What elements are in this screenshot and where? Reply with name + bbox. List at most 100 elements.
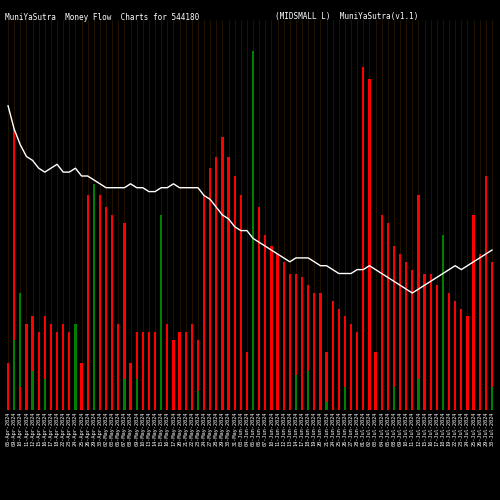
Bar [246,352,248,410]
Bar [466,316,468,410]
Bar [93,379,94,410]
Bar [326,352,328,410]
Bar [222,137,224,410]
Bar [111,215,114,410]
Bar [484,176,487,410]
Bar [436,285,438,410]
Bar [86,196,89,410]
Bar [356,332,358,410]
Bar [282,262,285,410]
Bar [234,176,236,410]
Bar [228,156,230,410]
Bar [277,375,278,410]
Bar [74,324,76,410]
Bar [117,324,119,410]
Bar [375,394,376,410]
Bar [411,270,414,410]
Bar [154,332,156,410]
Bar [467,390,468,410]
Bar [362,379,364,410]
Bar [289,379,290,410]
Bar [80,363,82,410]
Bar [56,386,58,410]
Bar [380,215,383,410]
Bar [185,375,186,410]
Bar [424,386,425,410]
Bar [332,375,334,410]
Bar [20,386,21,410]
Bar [386,223,389,410]
Bar [124,379,125,410]
Bar [473,386,474,410]
Bar [203,196,205,410]
Bar [258,375,260,410]
Bar [307,285,310,410]
Bar [81,394,82,410]
Bar [356,379,358,410]
Bar [418,379,419,410]
Bar [14,340,15,410]
Bar [387,382,388,410]
Bar [44,316,46,410]
Bar [154,379,156,410]
Bar [332,301,334,410]
Bar [399,254,401,410]
Bar [405,262,407,410]
Bar [92,184,95,410]
Bar [118,394,119,410]
Bar [271,371,272,410]
Bar [412,386,413,410]
Bar [264,234,266,410]
Bar [308,371,309,410]
Bar [87,379,88,410]
Bar [369,379,370,410]
Bar [13,129,16,410]
Bar [270,246,272,410]
Bar [258,207,260,410]
Bar [148,379,150,410]
Text: MuniYaSutra  Money Flow  Charts for 544180: MuniYaSutra Money Flow Charts for 544180 [5,12,199,22]
Bar [191,379,192,410]
Bar [314,375,315,410]
Bar [32,316,34,410]
Bar [252,375,254,410]
Bar [381,379,382,410]
Bar [68,332,70,410]
Bar [240,196,242,410]
Text: (MIDSMALL L)  MuniYaSutra(v1.1): (MIDSMALL L) MuniYaSutra(v1.1) [275,12,418,22]
Bar [142,379,144,410]
Bar [362,67,364,410]
Bar [136,332,138,410]
Bar [136,379,138,410]
Bar [26,386,27,410]
Bar [338,308,340,410]
Bar [209,168,212,410]
Bar [295,274,297,410]
Bar [424,274,426,410]
Bar [320,293,322,410]
Bar [430,274,432,410]
Bar [50,386,51,410]
Bar [216,371,217,410]
Bar [210,371,211,410]
Bar [130,363,132,410]
Bar [178,332,180,410]
Bar [460,308,462,410]
Bar [472,215,474,410]
Bar [448,390,450,410]
Bar [124,223,126,410]
Bar [148,332,150,410]
Bar [44,379,46,410]
Bar [215,156,218,410]
Bar [442,234,444,410]
Bar [350,324,352,410]
Bar [301,278,303,410]
Bar [105,207,107,410]
Bar [38,332,40,410]
Bar [173,386,174,410]
Bar [142,332,144,410]
Bar [430,386,432,410]
Bar [448,293,450,410]
Bar [491,262,493,410]
Bar [252,51,254,410]
